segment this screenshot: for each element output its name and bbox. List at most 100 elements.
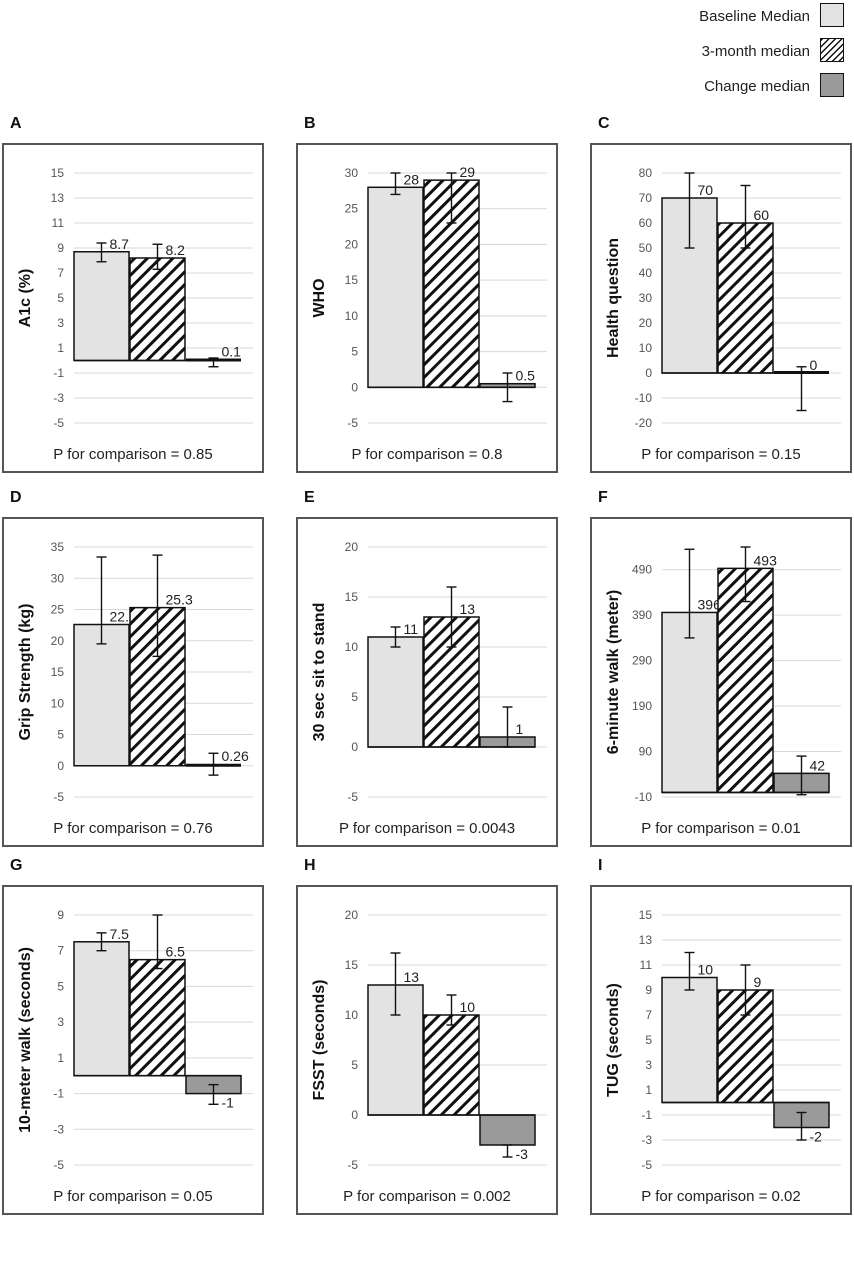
panel-letter-d: D: [10, 489, 22, 506]
p-value-text: P for comparison = 0.85: [53, 446, 213, 463]
data-label: -3: [516, 1146, 529, 1162]
chart-svg: -5 -3 -1 1 3 5 7 9 7.5 6.5 -1: [53, 908, 253, 1172]
chart-panel-a: -5 -3 -1 1 3 5 7 9 11 13 15 8.7 8.2 0.1 A1c (%) P for c…: [2, 143, 264, 473]
y-tick-label: 10: [51, 696, 65, 710]
y-axis-label: WHO: [311, 278, 328, 318]
y-tick-label: 13: [51, 191, 65, 205]
data-label: -2: [810, 1129, 823, 1145]
y-tick-label: 30: [639, 291, 653, 305]
legend-label: 3-month median: [701, 43, 810, 60]
y-axis-label: 10-meter walk (seconds): [17, 947, 34, 1133]
data-label: 60: [754, 207, 770, 223]
y-tick-label: 0: [351, 380, 358, 394]
bar-baseline: [73, 941, 130, 1077]
y-tick-label: 390: [632, 608, 652, 622]
y-axis-label: A1c (%): [17, 268, 34, 328]
y-tick-label: -1: [641, 1108, 652, 1122]
p-value-text: P for comparison = 0.05: [53, 1188, 213, 1205]
y-tick-label: -20: [635, 416, 653, 430]
panel-letter-a: A: [10, 115, 22, 132]
bar-baseline: [661, 976, 718, 1104]
y-tick-label: 10: [345, 309, 359, 323]
y-tick-label: 10: [639, 341, 653, 355]
data-label: 0.5: [516, 368, 536, 384]
data-label: 11: [404, 621, 419, 637]
y-tick-label: 5: [645, 1033, 652, 1047]
data-label: -1: [222, 1095, 235, 1111]
y-tick-label: 30: [51, 571, 65, 585]
y-tick-label: -10: [635, 790, 653, 804]
y-tick-label: 5: [351, 1058, 358, 1072]
chart-panel-h: -5 0 5 10 15 20 13 10 -3 FSST (seconds) P for comp…: [296, 885, 558, 1215]
y-tick-label: 5: [351, 690, 358, 704]
y-tick-label: 20: [345, 540, 359, 554]
y-axis-label: 30 sec sit to stand: [311, 602, 328, 742]
data-label: 70: [698, 182, 714, 198]
legend-item-change: Change median: [640, 73, 850, 101]
panel-letter-f: F: [598, 489, 608, 506]
y-tick-label: -3: [53, 391, 64, 405]
y-axis-label: FSST (seconds): [311, 979, 328, 1101]
y-tick-label: 9: [57, 241, 64, 255]
y-tick-label: 80: [639, 166, 653, 180]
legend-item-baseline: Baseline Median: [640, 3, 850, 31]
data-label: 0.1: [222, 343, 242, 359]
y-tick-label: 10: [345, 1008, 359, 1022]
y-tick-label: 15: [345, 273, 359, 287]
y-axis-label: TUG (seconds): [605, 983, 622, 1097]
bar-change: [479, 1114, 536, 1146]
y-tick-label: 0: [57, 759, 64, 773]
panel-letter-i: I: [598, 857, 603, 874]
y-tick-label: -3: [53, 1122, 64, 1136]
chart-svg: -5 0 5 10 15 20 25 30 28 29 0.5: [345, 164, 547, 430]
y-axis-label: 6-minute walk (meter): [605, 589, 622, 755]
y-tick-label: 7: [57, 944, 64, 958]
data-label: 8.7: [110, 236, 130, 252]
data-label: 13: [460, 601, 476, 617]
y-tick-label: 5: [57, 728, 64, 742]
y-tick-label: -5: [53, 416, 64, 430]
panel-letter-e: E: [304, 489, 315, 506]
chart-panel-e: -5 0 5 10 15 20 11 13 1 30 sec sit to stand P for …: [296, 517, 558, 847]
y-tick-label: 50: [639, 241, 653, 255]
y-tick-label: 20: [345, 908, 359, 922]
chart-panel-f: -10 90 190 290 390 490 396 493 42 6-minute walk (…: [590, 517, 852, 847]
p-value-text: P for comparison = 0.15: [641, 446, 801, 463]
legend-label: Change median: [704, 78, 810, 95]
legend-swatch-baseline: [820, 3, 844, 27]
y-tick-label: -5: [53, 790, 64, 804]
y-tick-label: -5: [347, 416, 358, 430]
bar-baseline: [367, 636, 424, 748]
y-tick-label: 35: [51, 540, 65, 554]
chart-panel-i: -5 -3 -1 1 3 5 7 9 11 13 15 10 9 -2 TUG (seconds) P for…: [590, 885, 852, 1215]
panel-letter-h: H: [304, 857, 316, 874]
data-label: 10: [698, 962, 714, 978]
legend-swatch-3-month: [820, 38, 844, 62]
y-axis-label: Health question: [605, 237, 622, 359]
y-tick-label: -1: [53, 366, 64, 380]
y-tick-label: 20: [51, 634, 65, 648]
bar-3-month: [423, 1014, 480, 1116]
y-tick-label: 1: [57, 341, 64, 355]
y-tick-label: 1: [645, 1083, 652, 1097]
y-tick-label: 15: [51, 665, 65, 679]
y-tick-label: 20: [345, 237, 359, 251]
y-tick-label: 1: [57, 1051, 64, 1065]
y-tick-label: 0: [351, 1108, 358, 1122]
data-label: 0: [810, 357, 818, 373]
chart-panel-g: -5 -3 -1 1 3 5 7 9 7.5 6.5 -1 10-meter walk (second…: [2, 885, 264, 1215]
y-tick-label: 3: [57, 316, 64, 330]
data-label: 28: [404, 171, 420, 187]
p-value-text: P for comparison = 0.76: [53, 820, 213, 837]
y-axis-label: Grip Strength (kg): [17, 603, 34, 741]
data-label: 7.5: [110, 926, 130, 942]
legend-item-3-month: 3-month median: [640, 38, 850, 66]
y-tick-label: 13: [639, 933, 653, 947]
y-tick-label: 7: [57, 266, 64, 280]
p-value-text: P for comparison = 0.01: [641, 820, 801, 837]
y-tick-label: 25: [345, 202, 359, 216]
y-tick-label: 9: [645, 983, 652, 997]
bar-3-month: [717, 567, 774, 794]
